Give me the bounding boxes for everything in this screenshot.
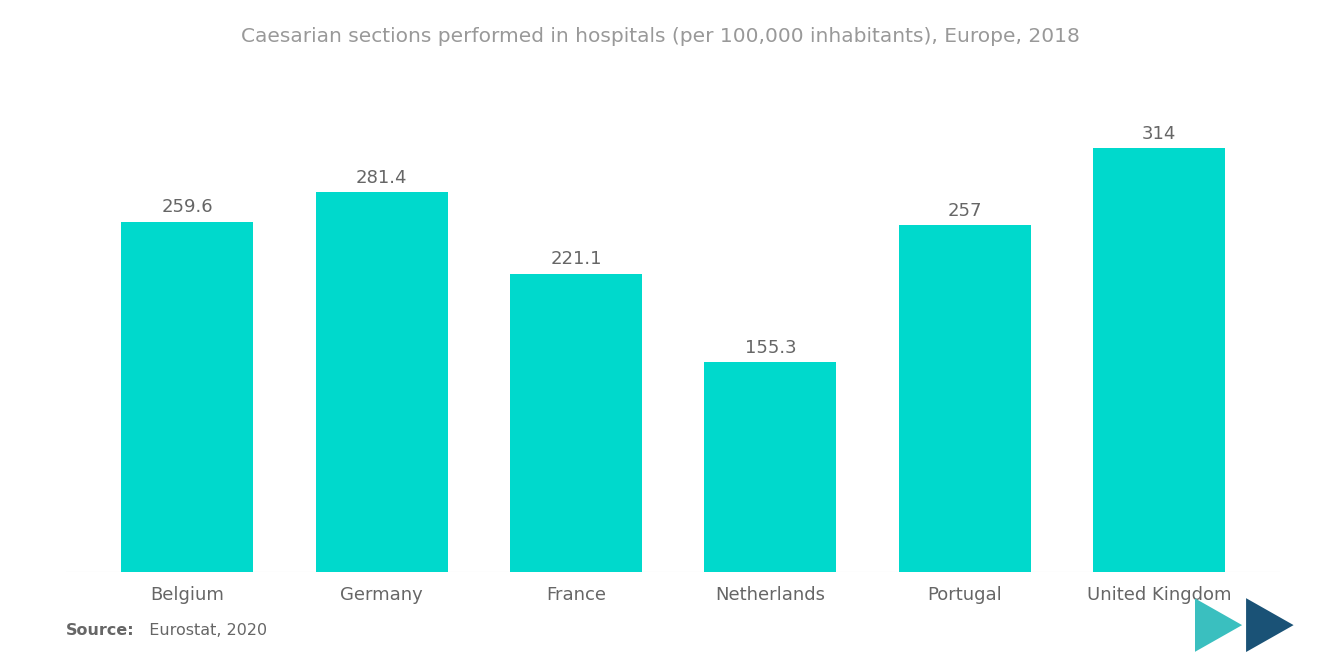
Text: 259.6: 259.6 xyxy=(161,198,213,216)
Bar xyxy=(315,192,447,572)
Text: Caesarian sections performed in hospitals (per 100,000 inhabitants), Europe, 201: Caesarian sections performed in hospital… xyxy=(240,27,1080,46)
Text: Source:: Source: xyxy=(66,623,135,638)
Bar xyxy=(899,225,1031,572)
Text: 281.4: 281.4 xyxy=(356,169,408,187)
Text: 155.3: 155.3 xyxy=(744,339,796,357)
Bar xyxy=(1093,148,1225,572)
Text: 257: 257 xyxy=(948,202,982,220)
Text: 221.1: 221.1 xyxy=(550,250,602,269)
Text: Eurostat, 2020: Eurostat, 2020 xyxy=(139,623,267,638)
Bar xyxy=(510,274,642,572)
Bar xyxy=(705,362,837,572)
Text: 314: 314 xyxy=(1142,125,1176,143)
Bar xyxy=(121,222,253,572)
